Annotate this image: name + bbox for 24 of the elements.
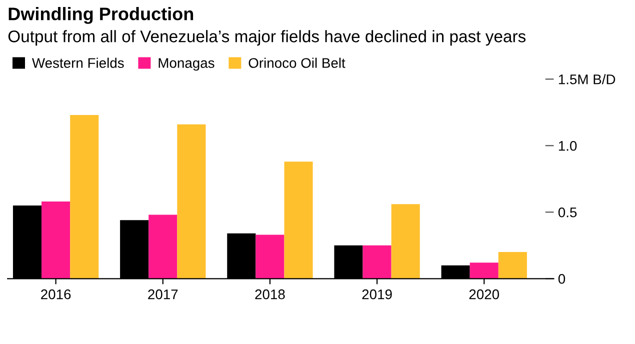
x-tick-label: 2017: [148, 289, 178, 300]
bar: [362, 245, 392, 279]
chart-title: Dwindling Production: [8, 7, 194, 24]
bar: [470, 262, 498, 279]
x-tick-label: 2020: [469, 289, 500, 300]
y-tick-label: 1.0: [558, 140, 577, 151]
bar: [177, 124, 206, 279]
bar: [391, 204, 420, 279]
x-tick-label: 2019: [362, 289, 392, 300]
x-tick-label: 2016: [41, 289, 71, 300]
chart-subtitle: Output from all of Venezuela’s major fields have declined in past years: [8, 30, 526, 46]
y-tick-label: 1.5M B/D: [558, 74, 616, 84]
bar: [498, 252, 527, 279]
bar: [284, 162, 313, 279]
x-tick-label: 2018: [255, 289, 285, 300]
legend-label: Monagas: [158, 58, 214, 71]
y-tick-label: 0: [558, 274, 566, 284]
bar: [148, 214, 178, 279]
y-tick-label: 0.5: [558, 207, 577, 218]
bar: [256, 234, 284, 279]
legend-label: Western Fields: [32, 58, 124, 68]
bar: [42, 201, 70, 279]
bar: [70, 115, 99, 279]
legend-label: Orinoco Oil Belt: [248, 58, 346, 68]
